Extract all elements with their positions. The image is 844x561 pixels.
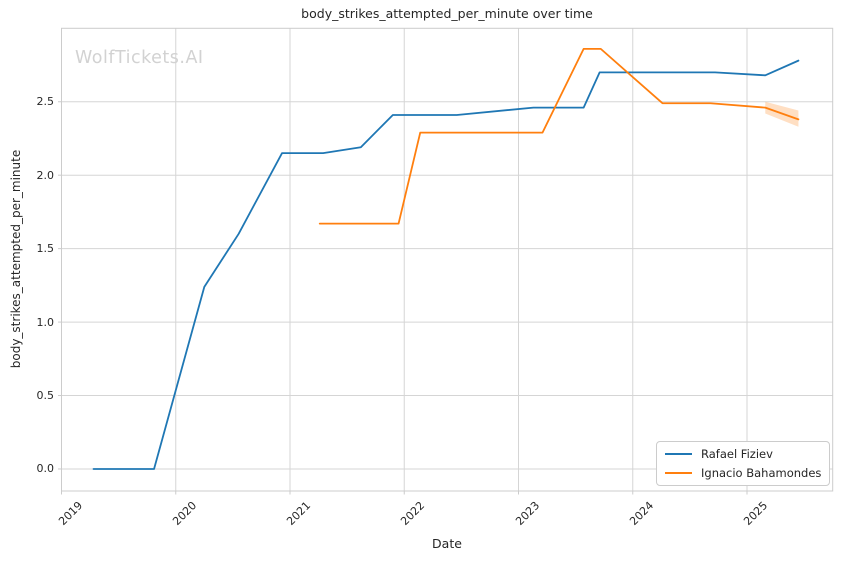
y-tick-label: 1.5	[36, 242, 55, 256]
legend-label-ignacio-bahamondes: Ignacio Bahamondes	[701, 465, 822, 480]
y-tick-label: 2.0	[36, 168, 55, 182]
x-axis-label: Date	[432, 536, 462, 551]
legend-item-rafael-fiziev: Rafael Fiziev	[665, 447, 821, 461]
legend-label-rafael-fiziev: Rafael Fiziev	[701, 447, 773, 462]
legend-line-swatch-orange	[665, 471, 692, 474]
y-tick-label: 0.0	[36, 462, 55, 476]
y-axis-label: body_strikes_attempted_per_minute	[9, 149, 23, 369]
legend: Rafael Fiziev Ignacio Bahamondes	[656, 441, 830, 486]
legend-item-ignacio-bahamondes: Ignacio Bahamondes	[665, 466, 821, 480]
y-tick-label: 1.0	[36, 315, 55, 329]
watermark: WolfTickets.AI	[75, 48, 204, 68]
y-tick-label: 0.5	[36, 389, 55, 403]
chart-title: body_strikes_attempted_per_minute over t…	[301, 6, 593, 21]
series-line-rafael-fiziev	[92, 59, 800, 470]
legend-line-swatch-blue	[665, 453, 692, 456]
series-line-ignacio-bahamondes	[318, 47, 800, 225]
plot-border	[61, 27, 834, 492]
y-tick-label: 2.5	[36, 95, 55, 109]
